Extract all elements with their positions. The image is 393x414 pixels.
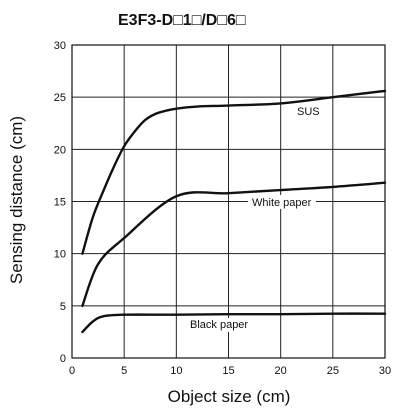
white-paper-line: [81, 181, 387, 308]
y-tick-label: 15: [54, 197, 66, 209]
y-axis-label: Sensing distance (cm): [7, 116, 26, 284]
black-paper-line: [81, 312, 387, 334]
y-tick-label: 0: [60, 353, 66, 365]
x-tick-label: 20: [275, 365, 287, 377]
y-tick-label: 5: [60, 301, 66, 313]
series-label-sus: SUS: [297, 106, 320, 118]
x-tick-label: 10: [170, 365, 182, 377]
y-tick-label: 10: [54, 249, 66, 261]
x-tick-label: 5: [121, 365, 127, 377]
y-tick-label: 30: [54, 40, 66, 52]
black-paper-label-bg: [187, 318, 263, 332]
x-tick-label: 25: [327, 365, 339, 377]
x-axis-label: Object size (cm): [168, 387, 291, 406]
tick-labels: 0 5 10 15 20 25 30 0 5 10 15 20 25 30: [54, 40, 391, 377]
y-tick-label: 20: [54, 144, 66, 156]
x-tick-label: 0: [69, 365, 75, 377]
series-label-white-paper: White paper: [252, 197, 312, 209]
grid: [72, 45, 385, 358]
sus-label-bg: [291, 104, 325, 118]
sus-line: [81, 89, 387, 255]
series-label-black-paper: Black paper: [190, 319, 248, 331]
x-tick-label: 15: [222, 365, 234, 377]
y-tick-label: 25: [54, 92, 66, 104]
white-paper-label-bg: [248, 195, 316, 209]
x-tick-label: 30: [379, 365, 391, 377]
series-lines: [81, 89, 387, 334]
chart-title: E3F3-D□1□/D□6□: [118, 12, 246, 29]
plot-frame: [71, 44, 386, 359]
